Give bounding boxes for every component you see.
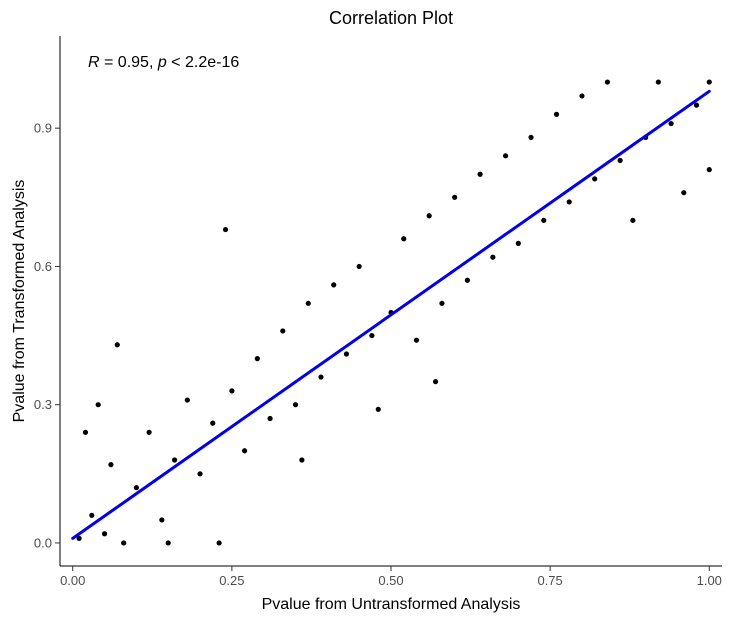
scatter-point [655,79,661,85]
fit-line [71,89,711,540]
x-tick-label: 0.50 [378,573,403,588]
y-ticks: 0.0 0.3 0.6 0.9 [34,121,60,550]
scatter-point [630,217,636,223]
scatter-point [331,282,337,288]
y-tick-label: 0.3 [34,397,52,412]
scatter-point [318,374,324,380]
scatter-point [184,397,190,403]
scatter-point [165,540,171,546]
scatter-point [464,277,470,283]
scatter-point [452,194,458,200]
scatter-point [76,535,82,541]
scatter-point [432,379,439,385]
scatter-point [133,485,139,491]
scatter-point [280,328,286,334]
scatter-point [426,213,432,219]
x-axis-title: Pvalue from Untransformed Analysis [262,596,521,613]
scatter-point [541,217,547,223]
p-value: < 2.2e-16 [167,54,240,71]
scatter-point [95,402,101,408]
scatter-point [254,356,260,362]
scatter-point [146,429,152,435]
scatter-point [502,153,509,159]
correlation-annotation: R = 0.95, p < 2.2e-16 [88,54,239,71]
scatter-point [159,517,165,523]
scatter-point [222,226,229,233]
scatter-point [579,93,585,99]
r-symbol: R [88,54,100,71]
scatter-point [490,254,496,260]
scatter-point [356,263,362,270]
scatter-point [668,120,674,127]
y-tick-label: 0.9 [34,121,52,136]
scatter-point [114,342,120,348]
y-axis-title: Pvalue from Transformed Analysis [11,180,28,423]
scatter-point [439,300,445,306]
x-ticks: 0.00 0.25 0.50 0.75 1.00 [60,566,722,588]
scatter-point [592,176,598,182]
scatter-point [210,420,216,426]
scatter-point [369,332,375,339]
scatter-point [553,111,560,117]
scatter-point [706,79,712,85]
scatter-point [375,406,381,412]
x-tick-label: 0.25 [219,573,244,588]
scatter-point [515,240,521,246]
scatter-point [108,462,114,468]
scatter-point [681,190,687,196]
scatter-point [101,531,108,537]
scatter-point [89,512,95,518]
scatter-points [76,79,712,546]
scatter-point [197,471,203,477]
scatter-point [267,415,273,422]
scatter-point [305,300,311,306]
chart-title: Correlation Plot [329,8,453,28]
scatter-point [477,171,483,177]
y-tick-label: 0.6 [34,259,52,274]
scatter-point [292,402,299,408]
axes [59,36,722,567]
scatter-point [693,102,700,108]
scatter-point [343,351,350,357]
scatter-point [299,457,305,463]
x-tick-label: 0.75 [537,573,562,588]
scatter-point [121,540,127,546]
scatter-point [528,134,534,140]
scatter-point [706,167,712,173]
x-tick-label: 0.00 [60,573,85,588]
p-symbol: p [157,54,167,71]
scatter-point [229,388,235,394]
scatter-point [171,457,178,463]
scatter-point [566,199,572,205]
scatter-point [604,79,611,85]
y-tick-label: 0.0 [34,535,52,550]
x-tick-label: 1.00 [697,573,722,588]
scatter-point [82,429,89,435]
scatter-point [216,540,222,546]
r-value: = 0.95, [100,54,158,71]
fit-line-group [71,89,711,540]
scatter-point [617,157,623,164]
scatter-point [241,448,248,454]
scatter-point [401,236,407,242]
scatter-point [413,337,420,343]
